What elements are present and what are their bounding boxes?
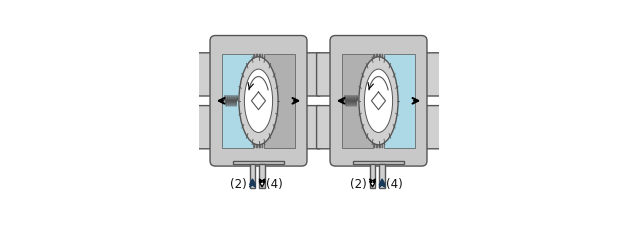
Bar (257, 54, 258, 148)
FancyBboxPatch shape (425, 53, 440, 96)
FancyBboxPatch shape (305, 106, 320, 149)
Text: (4): (4) (386, 178, 403, 191)
FancyBboxPatch shape (197, 53, 212, 96)
Bar (262, 54, 263, 148)
Bar (342, 54, 373, 148)
Text: (2): (2) (230, 178, 247, 191)
Bar (233, 161, 284, 164)
Bar (254, 54, 255, 148)
Bar (384, 54, 415, 148)
FancyBboxPatch shape (197, 106, 212, 149)
Bar (382, 54, 383, 148)
FancyBboxPatch shape (425, 106, 440, 149)
Bar (353, 161, 404, 164)
FancyBboxPatch shape (317, 106, 332, 149)
Ellipse shape (245, 69, 273, 132)
Bar (264, 54, 295, 148)
Bar (380, 164, 385, 188)
FancyBboxPatch shape (330, 36, 427, 166)
FancyBboxPatch shape (317, 53, 332, 96)
Ellipse shape (239, 57, 278, 145)
Bar (250, 164, 255, 188)
Bar (259, 164, 265, 188)
Bar (370, 164, 375, 188)
Text: (2): (2) (350, 178, 366, 191)
Text: (4): (4) (266, 178, 282, 191)
Bar (374, 54, 375, 148)
Bar (379, 54, 380, 148)
Bar (222, 54, 253, 148)
Ellipse shape (364, 69, 392, 132)
FancyBboxPatch shape (210, 36, 307, 166)
FancyBboxPatch shape (305, 53, 320, 96)
Bar (376, 54, 378, 148)
Bar (259, 54, 261, 148)
Ellipse shape (359, 57, 398, 145)
